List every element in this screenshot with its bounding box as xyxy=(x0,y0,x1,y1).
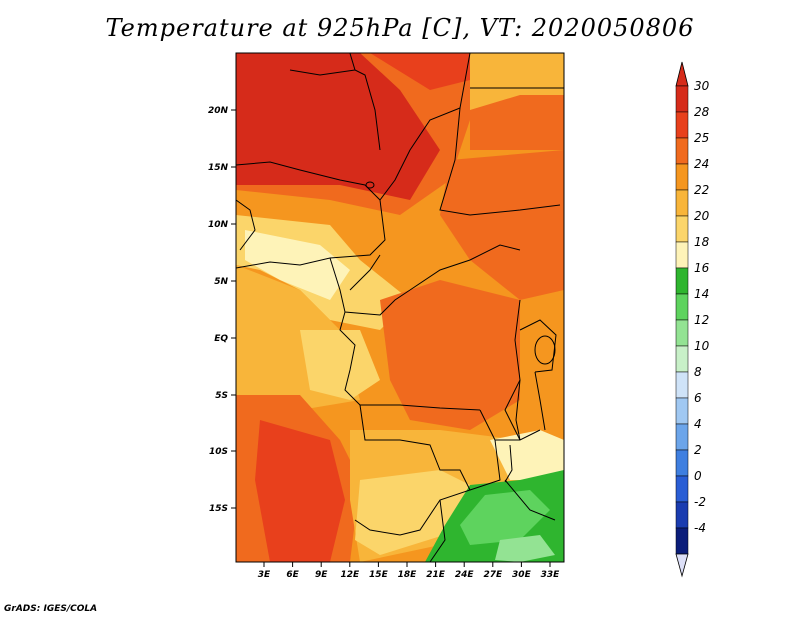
colorbar-swatch xyxy=(675,319,689,347)
colorbar-swatch xyxy=(675,449,689,477)
colorbar-swatch xyxy=(675,475,689,503)
lon-tick-label: 33E xyxy=(541,570,561,580)
lat-tick-label: 10N xyxy=(208,220,229,230)
lon-tick-label: 15E xyxy=(369,570,389,580)
colorbar-label: 12 xyxy=(694,313,709,327)
temperature-field xyxy=(236,53,564,562)
colorbar-top-arrow xyxy=(675,61,689,87)
lon-tick-label: 12E xyxy=(340,570,360,580)
lat-tick-label: 5S xyxy=(215,391,228,401)
colorbar-swatch xyxy=(675,111,689,139)
lon-tick-label: 9E xyxy=(315,570,328,580)
colorbar-label: 18 xyxy=(694,235,710,249)
colorbar-swatch xyxy=(675,85,689,113)
colorbar-label: 0 xyxy=(694,469,702,483)
lon-tick-label: 30E xyxy=(512,570,532,580)
map-frame xyxy=(235,52,565,563)
lon-tick-label: 18E xyxy=(398,570,418,580)
colorbar-swatch xyxy=(675,527,689,555)
lat-tick-label: 15N xyxy=(208,163,229,173)
colorbar-swatch xyxy=(675,345,689,373)
colorbar-label: -4 xyxy=(694,521,706,535)
colorbar-label: 8 xyxy=(694,365,702,379)
colorbar-label: 10 xyxy=(694,339,710,353)
colorbar-swatch xyxy=(675,241,689,269)
lat-tick-label: EQ xyxy=(214,334,228,344)
lat-tick-label: 15S xyxy=(209,504,228,514)
lat-tick-label: 20N xyxy=(208,106,229,116)
lon-tick-label: 27E xyxy=(483,570,503,580)
colorbar-swatch xyxy=(675,215,689,243)
colorbar-label: 14 xyxy=(694,287,709,301)
latitude-axis: 20N 15N 10N 5N EQ 5S 10S 15S xyxy=(208,106,236,514)
colorbar-swatch xyxy=(675,371,689,399)
lon-tick-label: 6E xyxy=(286,570,299,580)
lon-tick-label: 24E xyxy=(455,570,475,580)
colorbar-label: 4 xyxy=(694,417,702,431)
colorbar-label: 6 xyxy=(694,391,702,405)
lon-tick-label: 3E xyxy=(258,570,271,580)
colorbar-label: 30 xyxy=(694,79,710,93)
colorbar-label: 24 xyxy=(694,157,709,171)
lakes xyxy=(365,181,556,483)
lon-tick-label: 21E xyxy=(426,570,446,580)
colorbar-label: -2 xyxy=(694,495,706,509)
longitude-axis: 3E 6E 9E 12E 15E 18E 21E 24E 27E 30E 33E xyxy=(258,562,560,580)
colorbar-label: 16 xyxy=(694,261,710,275)
colorbar-swatch xyxy=(675,189,689,217)
colorbar-label: 22 xyxy=(694,183,709,197)
colorbar-label: 2 xyxy=(694,443,702,457)
country-borders xyxy=(236,53,564,562)
colorbar-label: 28 xyxy=(694,105,710,119)
colorbar-swatch xyxy=(675,267,689,295)
colorbar-label: 25 xyxy=(694,131,709,145)
colorbar-label: 20 xyxy=(694,209,710,223)
colorbar-swatch xyxy=(675,501,689,529)
colorbar-swatch xyxy=(675,163,689,191)
colorbar-bottom-arrow xyxy=(675,553,689,578)
lat-tick-label: 10S xyxy=(209,447,228,457)
colorbar-swatch xyxy=(675,137,689,165)
grads-credit: GrADS: IGES/COLA xyxy=(4,604,98,614)
map-title: Temperature at 925hPa [C], VT: 202005080… xyxy=(105,14,695,42)
colorbar-swatch xyxy=(675,397,689,425)
lat-tick-label: 5N xyxy=(214,277,228,287)
colorbar-swatch xyxy=(675,293,689,321)
colorbar-swatch xyxy=(675,423,689,451)
